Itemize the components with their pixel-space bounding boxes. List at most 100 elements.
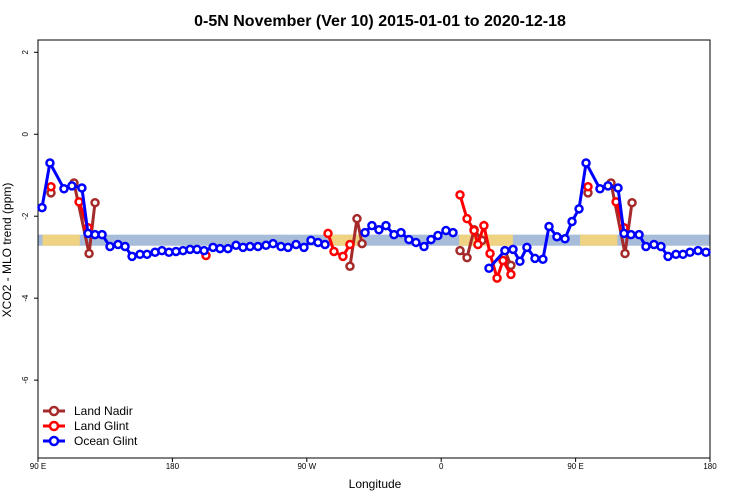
point xyxy=(120,241,130,252)
point xyxy=(374,224,384,235)
y-tick-label: -4 xyxy=(21,294,30,302)
point xyxy=(127,251,137,262)
point xyxy=(530,253,540,264)
legend-label: Ocean Glint xyxy=(74,434,138,448)
point xyxy=(419,241,429,252)
point xyxy=(693,245,703,256)
point xyxy=(701,247,711,258)
legend-marker xyxy=(48,405,60,417)
x-tick-label: 180 xyxy=(703,462,717,471)
point xyxy=(627,197,637,208)
point xyxy=(142,249,152,260)
point xyxy=(245,241,255,252)
point xyxy=(67,181,77,191)
point xyxy=(46,181,56,192)
reference-band xyxy=(38,234,710,246)
point xyxy=(479,220,489,231)
legend-label: Land Nadir xyxy=(74,404,133,418)
point xyxy=(685,247,695,258)
point xyxy=(357,238,367,249)
y-tick-label: -2 xyxy=(21,212,30,220)
point xyxy=(498,255,508,266)
point xyxy=(338,251,348,262)
point xyxy=(560,234,570,244)
point xyxy=(84,248,94,259)
x-axis-label: Longitude xyxy=(349,477,402,491)
point xyxy=(663,251,673,262)
point xyxy=(90,197,100,208)
x-tick-label: 90 W xyxy=(297,462,316,471)
point xyxy=(656,241,666,252)
point xyxy=(595,184,605,194)
point xyxy=(105,241,115,252)
legend-marker xyxy=(48,420,60,432)
y-tick-label: -6 xyxy=(21,376,30,384)
y-tick-label: 2 xyxy=(21,50,30,55)
point xyxy=(97,229,107,240)
point xyxy=(396,227,406,238)
point xyxy=(500,245,510,256)
point xyxy=(59,184,69,194)
point xyxy=(469,225,479,236)
point xyxy=(77,183,87,193)
point xyxy=(552,231,562,242)
point xyxy=(199,245,209,256)
point xyxy=(215,243,225,254)
point xyxy=(508,244,518,255)
point xyxy=(433,230,443,241)
point xyxy=(455,245,465,256)
point xyxy=(352,213,362,224)
point xyxy=(360,227,370,238)
y-tick-label: 0 xyxy=(21,131,30,136)
point xyxy=(448,227,458,238)
point xyxy=(620,248,630,259)
point xyxy=(492,273,502,283)
x-tick-label: 90 E xyxy=(567,462,583,471)
point xyxy=(283,242,293,253)
x-tick-label: 90 E xyxy=(30,462,46,471)
point xyxy=(473,239,483,250)
point xyxy=(522,242,532,253)
point xyxy=(484,263,494,274)
land-span xyxy=(580,234,618,246)
point xyxy=(506,269,516,280)
point xyxy=(329,246,339,257)
chart-title: 0-5N November (Ver 10) 2015-01-01 to 202… xyxy=(194,13,566,30)
point xyxy=(323,228,333,239)
point xyxy=(74,197,84,207)
point xyxy=(574,204,584,214)
series-line xyxy=(77,194,626,284)
point xyxy=(626,229,636,240)
point xyxy=(381,220,391,231)
point xyxy=(515,256,525,267)
point xyxy=(291,239,301,250)
point xyxy=(320,239,330,250)
point xyxy=(299,242,309,253)
point xyxy=(455,190,465,200)
point xyxy=(367,220,377,231)
point xyxy=(538,254,548,264)
point xyxy=(45,158,55,168)
plot-frame xyxy=(37,39,711,459)
point xyxy=(462,252,472,263)
point xyxy=(37,202,47,213)
point xyxy=(345,239,355,250)
point xyxy=(641,241,651,252)
x-tick-label: 180 xyxy=(166,462,180,471)
point xyxy=(634,229,644,240)
point xyxy=(462,213,472,224)
point xyxy=(223,243,233,254)
point xyxy=(544,221,554,232)
point xyxy=(253,241,263,252)
y-axis-label: XCO2 - MLO trend (ppm) xyxy=(0,183,14,318)
point xyxy=(345,261,355,271)
point xyxy=(485,248,495,259)
x-tick-label: 0 xyxy=(439,462,444,471)
legend-label: Land Glint xyxy=(74,419,129,433)
point xyxy=(581,158,591,168)
point xyxy=(426,234,436,245)
point xyxy=(567,216,577,227)
land-span xyxy=(329,234,364,246)
land-span xyxy=(42,234,80,246)
